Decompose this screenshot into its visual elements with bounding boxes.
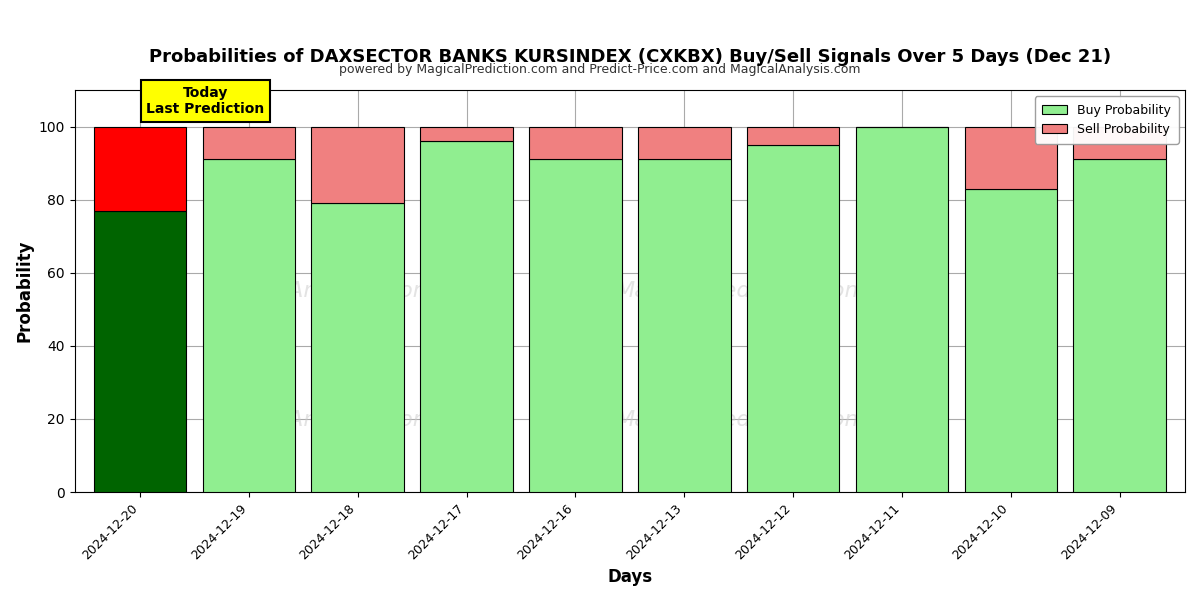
Bar [746, 127, 839, 145]
Bar [529, 160, 622, 492]
Text: MagicalAnalysis.com: MagicalAnalysis.com [203, 281, 434, 301]
Bar [638, 127, 731, 160]
Bar [1074, 127, 1166, 160]
Bar [746, 145, 839, 492]
Bar [420, 141, 512, 492]
Bar [94, 211, 186, 492]
Bar [856, 127, 948, 492]
Text: Today
Last Prediction: Today Last Prediction [146, 86, 264, 116]
Title: Probabilities of DAXSECTOR BANKS KURSINDEX (CXKBX) Buy/Sell Signals Over 5 Days : Probabilities of DAXSECTOR BANKS KURSIND… [149, 48, 1111, 66]
Bar [94, 127, 186, 211]
Bar [1074, 160, 1166, 492]
Bar [203, 160, 295, 492]
Bar [312, 127, 404, 203]
Bar [638, 160, 731, 492]
Text: powered by MagicalPrediction.com and Predict-Price.com and MagicalAnalysis.com: powered by MagicalPrediction.com and Pre… [340, 63, 860, 76]
Bar [529, 127, 622, 160]
Y-axis label: Probability: Probability [16, 240, 34, 342]
X-axis label: Days: Days [607, 568, 653, 586]
Legend: Buy Probability, Sell Probability: Buy Probability, Sell Probability [1034, 96, 1178, 143]
Text: MagicalPrediction.com: MagicalPrediction.com [616, 281, 866, 301]
Bar [420, 127, 512, 141]
Bar [965, 188, 1057, 492]
Text: MagicalAnalysis.com: MagicalAnalysis.com [203, 410, 434, 430]
Text: MagicalPrediction.com: MagicalPrediction.com [616, 410, 866, 430]
Bar [965, 127, 1057, 188]
Bar [312, 203, 404, 492]
Bar [203, 127, 295, 160]
